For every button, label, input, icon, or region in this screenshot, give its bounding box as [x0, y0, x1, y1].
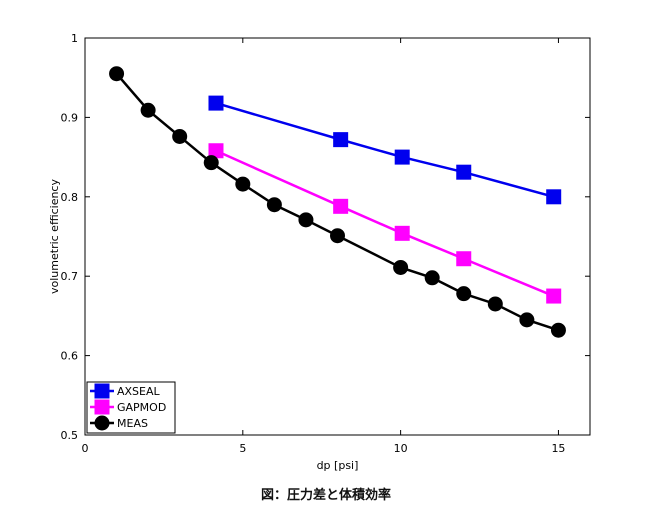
series-line-gapmod: [215, 149, 555, 298]
legend-marker: [94, 383, 110, 399]
series-line-axseal: [215, 101, 555, 199]
legend-marker: [94, 399, 110, 415]
data-point-meas: [298, 212, 314, 228]
data-point-axseal: [333, 132, 349, 148]
data-point-axseal: [546, 189, 562, 205]
y-tick-label: 0.6: [61, 350, 79, 363]
y-tick-label: 0.8: [61, 191, 79, 204]
y-tick-label: 1: [71, 32, 78, 45]
data-point-meas: [235, 176, 251, 192]
x-tick-label: 10: [394, 442, 408, 455]
data-point-gapmod: [394, 225, 410, 241]
plot-frame: [84, 37, 591, 436]
y-tick-label: 0.7: [61, 270, 79, 283]
data-point-meas: [330, 228, 345, 244]
y-tick-label: 0.9: [61, 111, 79, 124]
data-point-axseal: [394, 149, 410, 165]
data-point-meas: [424, 270, 440, 286]
data-point-meas: [519, 312, 535, 328]
data-point-meas: [456, 286, 472, 302]
data-point-axseal: [456, 164, 472, 180]
data-point-meas: [140, 102, 156, 118]
data-point-meas: [172, 128, 188, 144]
data-point-meas: [109, 66, 125, 82]
legend-label: MEAS: [117, 417, 148, 430]
x-tick-label: 0: [82, 442, 89, 455]
data-point-meas: [550, 322, 566, 338]
x-tick-label: 5: [239, 442, 246, 455]
data-point-gapmod: [546, 288, 562, 304]
legend-label: GAPMOD: [117, 401, 166, 414]
legend-label: AXSEAL: [117, 385, 161, 398]
data-point-axseal: [208, 95, 224, 111]
x-tick-label: 15: [551, 442, 565, 455]
y-tick-label: 0.5: [61, 429, 79, 442]
figure-caption: 図：圧力差と体積効率: [260, 488, 391, 503]
x-axis-label: dp [psi]: [317, 459, 359, 472]
data-point-meas: [487, 296, 503, 312]
legend-marker: [94, 415, 110, 431]
data-point-meas: [393, 259, 409, 275]
data-point-meas: [266, 197, 282, 213]
data-point-meas: [203, 155, 219, 171]
data-point-gapmod: [456, 251, 472, 267]
y-axis-label: volumetric efficiency: [48, 179, 61, 294]
chart: 0 5 10 15 0.5 0.6 0.7 0.8 0.9 1 dp [psi] volumetric…: [48, 32, 591, 472]
data-point-gapmod: [208, 143, 224, 159]
data-point-gapmod: [333, 198, 349, 214]
